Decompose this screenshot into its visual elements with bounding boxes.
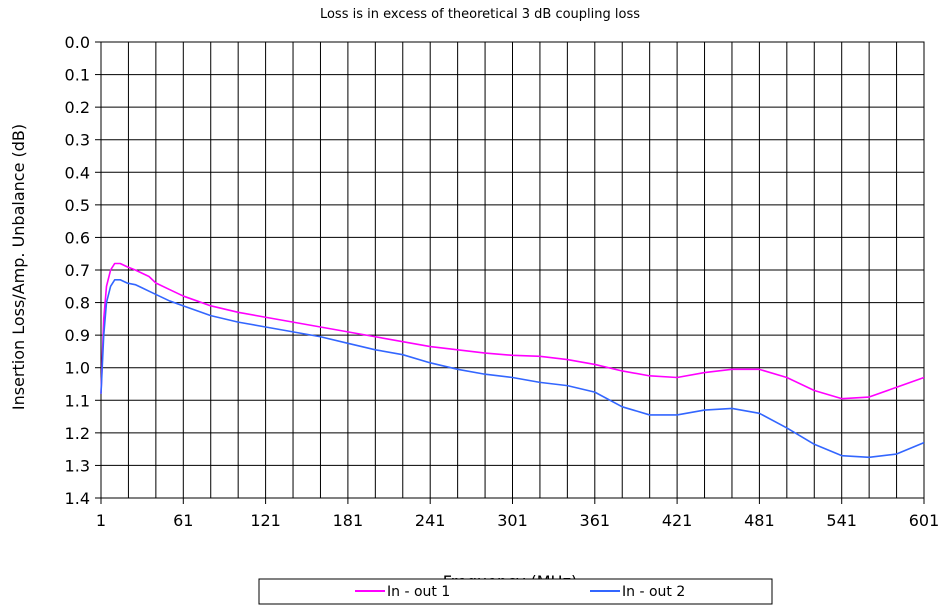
x-tick-label-5: 301 bbox=[497, 511, 528, 530]
legend-label-in-out-2: In - out 2 bbox=[622, 584, 685, 600]
x-tick-label-1: 61 bbox=[173, 511, 193, 530]
y-tick-label-3: 0.3 bbox=[65, 131, 90, 150]
y-tick-label-14: 1.4 bbox=[65, 489, 90, 508]
x-tick-label-0: 1 bbox=[96, 511, 106, 530]
y-tick-label-9: 0.9 bbox=[65, 326, 90, 345]
x-tick-label-7: 421 bbox=[662, 511, 693, 530]
y-tick-label-0: 0.0 bbox=[65, 33, 90, 52]
y-axis-ticks: 0.0 0.1 0.2 0.3 0.4 0.5 0.6 0.7 0.8 0.9 1.0 1.1 1.2 1… bbox=[65, 33, 101, 508]
series-line-in-out-1 bbox=[100, 262, 925, 400]
x-tick-label-6: 361 bbox=[580, 511, 611, 530]
y-tick-label-10: 1.0 bbox=[65, 359, 90, 378]
y-axis-label: Insertion Loss/Amp. Unbalance (dB) bbox=[9, 124, 28, 410]
y-tick-label-4: 0.4 bbox=[65, 163, 90, 182]
y-tick-label-5: 0.5 bbox=[65, 196, 90, 215]
legend: In - out 1 In - out 2 bbox=[258, 578, 773, 605]
x-tick-label-2: 121 bbox=[250, 511, 281, 530]
y-tick-label-2: 0.2 bbox=[65, 98, 90, 117]
x-axis-ticks: 1 61 121 181 241 301 361 421 481 541 601 bbox=[96, 498, 939, 530]
series-line-in-out-2 bbox=[100, 278, 925, 459]
x-tick-label-8: 481 bbox=[744, 511, 775, 530]
y-tick-label-8: 0.8 bbox=[65, 294, 90, 313]
legend-box bbox=[258, 578, 773, 605]
x-tick-label-10: 601 bbox=[909, 511, 940, 530]
y-tick-label-6: 0.6 bbox=[65, 228, 90, 247]
y-tick-label-13: 1.3 bbox=[65, 456, 90, 475]
legend-label-in-out-1: In - out 1 bbox=[387, 584, 450, 600]
x-tick-label-9: 541 bbox=[826, 511, 857, 530]
y-tick-label-12: 1.2 bbox=[65, 424, 90, 443]
y-tick-label-1: 0.1 bbox=[65, 66, 90, 85]
y-tick-label-11: 1.1 bbox=[65, 391, 90, 410]
y-tick-label-7: 0.7 bbox=[65, 261, 90, 280]
x-tick-label-4: 241 bbox=[415, 511, 446, 530]
chart-title: Loss is in excess of theoretical 3 dB co… bbox=[320, 7, 640, 22]
x-tick-label-3: 181 bbox=[333, 511, 364, 530]
series-layer bbox=[100, 262, 925, 459]
